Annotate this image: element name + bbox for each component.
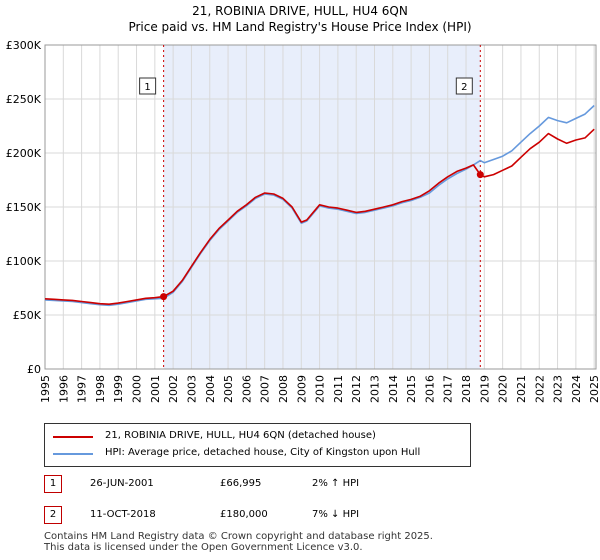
- transaction-date: 26-JUN-2001: [90, 478, 154, 489]
- price-chart: £0 £50K £100K £150K £200K £250K £300K 1995 1996 1…: [6, 39, 600, 403]
- legend-blue-line: [53, 453, 93, 455]
- y-tick-label: £300K: [6, 39, 42, 52]
- transaction-hpi-diff: 7% ↓ HPI: [312, 509, 360, 520]
- legend-hpi-label: HPI: Average price, detached house, City…: [105, 447, 421, 458]
- x-tick-label: 2016: [423, 375, 436, 403]
- x-tick-label: 1999: [112, 375, 125, 403]
- x-tick-label: 2005: [222, 375, 235, 403]
- x-tick-label: 1997: [76, 375, 89, 403]
- chart-title: 21, ROBINIA DRIVE, HULL, HU4 6QN: [192, 4, 408, 18]
- marker-box: [139, 77, 157, 95]
- footer: Contains HM Land Registry data © Crown c…: [44, 531, 433, 553]
- x-tick-label: 2017: [442, 375, 455, 403]
- transaction-price: £180,000: [220, 509, 268, 520]
- property-price-line: [44, 128, 595, 306]
- y-tick-label: £250K: [6, 93, 42, 106]
- y-tick-label: £200K: [6, 147, 42, 160]
- x-tick-label: 2021: [515, 375, 528, 403]
- x-tick-label: 2004: [204, 375, 217, 403]
- x-tick-label: 2024: [570, 375, 583, 403]
- marker-label: 2: [461, 82, 467, 93]
- x-tick-label: 2002: [167, 375, 180, 403]
- transaction-price: £66,995: [220, 478, 262, 489]
- chart-subtitle: Price paid vs. HM Land Registry's House …: [128, 20, 472, 34]
- x-tick-label: 2007: [259, 375, 272, 403]
- x-tick-label: 2003: [185, 375, 198, 403]
- legend: 21, ROBINIA DRIVE, HULL, HU4 6QN (detach…: [44, 423, 471, 467]
- x-tick-label: 2015: [405, 375, 418, 403]
- marker-box: [455, 77, 473, 95]
- sale-point: [476, 171, 484, 179]
- x-tick-label: 1996: [57, 375, 70, 403]
- y-tick-label: £150K: [6, 201, 42, 214]
- legend-property-label: 21, ROBINIA DRIVE, HULL, HU4 6QN (detach…: [105, 430, 376, 441]
- x-tick-label: 2013: [369, 375, 382, 403]
- transaction-badge: 1: [44, 475, 62, 493]
- x-tick-label: 2022: [533, 375, 546, 403]
- x-tick-label: 2008: [277, 375, 290, 403]
- y-tick-label: £50K: [13, 309, 42, 322]
- x-tick-label: 1995: [39, 375, 52, 403]
- x-tick-label: 2001: [149, 375, 162, 403]
- y-tick-label: £0: [27, 363, 41, 376]
- x-tick-label: 1998: [94, 375, 107, 403]
- marker-label: 1: [144, 82, 150, 93]
- sale-point: [160, 293, 168, 301]
- x-tick-label: 2014: [387, 375, 400, 403]
- transaction-date: 11-OCT-2018: [90, 509, 156, 520]
- x-tick-label: 2019: [478, 375, 491, 403]
- x-tick-label: 2010: [314, 375, 327, 403]
- legend-red-line: [53, 436, 93, 438]
- x-tick-label: 2009: [295, 375, 308, 403]
- x-tick-label: 2006: [240, 375, 253, 403]
- transaction-hpi-diff: 2% ↑ HPI: [312, 478, 360, 489]
- footer-line-1: Contains HM Land Registry data © Crown c…: [44, 531, 433, 542]
- x-tick-label: 2020: [497, 375, 510, 403]
- x-tick-label: 2025: [588, 375, 600, 403]
- footer-line-2: This data is licensed under the Open Gov…: [44, 542, 363, 553]
- x-tick-label: 2012: [350, 375, 363, 403]
- transaction-badge: 2: [44, 506, 62, 524]
- x-tick-label: 2023: [552, 375, 565, 403]
- plot-border: [44, 44, 597, 370]
- x-tick-label: 2011: [332, 375, 345, 403]
- x-tick-label: 2000: [131, 375, 144, 403]
- x-tick-label: 2018: [460, 375, 473, 403]
- y-tick-label: £100K: [6, 255, 42, 268]
